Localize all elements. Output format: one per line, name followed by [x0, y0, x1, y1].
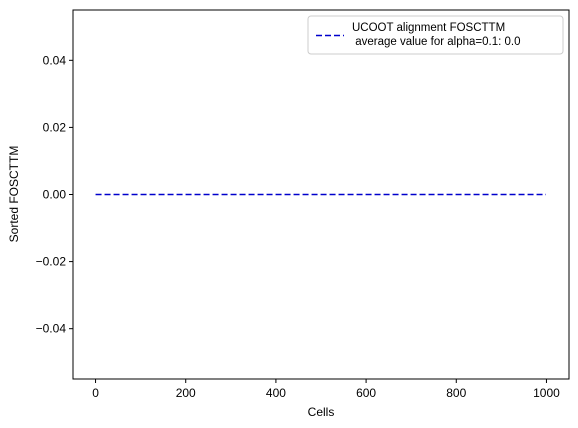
x-axis-ticks: 0 200 400 600 800 1000 — [92, 379, 560, 400]
x-tick-label: 0 — [92, 386, 99, 400]
legend-box — [307, 15, 564, 55]
y-tick-label: 0.00 — [43, 188, 67, 202]
x-tick-label: 600 — [356, 386, 376, 400]
x-tick-label: 400 — [266, 386, 286, 400]
y-tick-label: 0.04 — [43, 53, 67, 67]
legend-label: UCOOT alignment FOSCTTM average value fo… — [352, 22, 520, 48]
plot-frame — [72, 9, 570, 380]
y-axis-label: Sorted FOSCTTM — [7, 146, 21, 243]
y-tick-label: −0.02 — [36, 255, 67, 269]
y-axis-ticks: −0.04 −0.02 0.00 0.02 0.04 — [36, 53, 73, 336]
y-tick-label: −0.04 — [36, 322, 67, 336]
x-axis-label: Cells — [308, 405, 335, 419]
legend-label-line: average value for alpha=0.1: 0.0 — [352, 36, 520, 48]
x-tick-label: 1000 — [533, 386, 560, 400]
legend: UCOOT alignment FOSCTTM average value fo… — [307, 15, 564, 55]
x-tick-label: 800 — [446, 386, 466, 400]
y-tick-label: 0.02 — [43, 120, 67, 134]
x-tick-label: 200 — [176, 386, 196, 400]
legend-label-line: UCOOT alignment FOSCTTM — [352, 22, 505, 34]
